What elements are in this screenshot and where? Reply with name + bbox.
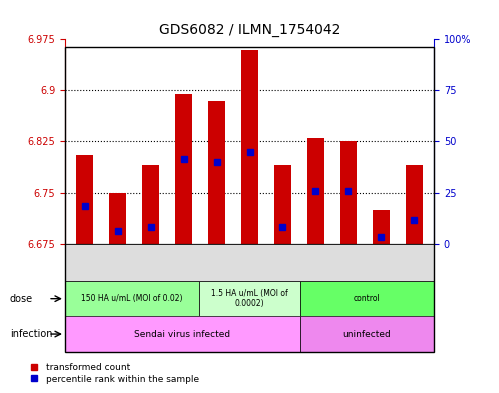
Text: GSM1642345: GSM1642345: [146, 246, 155, 297]
Text: uninfected: uninfected: [343, 330, 391, 338]
Bar: [76, 155, 93, 244]
Text: GSM1642349: GSM1642349: [410, 246, 419, 297]
Text: Sendai virus infected: Sendai virus infected: [134, 330, 231, 338]
Text: GSM1642340: GSM1642340: [80, 246, 89, 297]
Bar: [307, 138, 324, 244]
Bar: [406, 165, 423, 244]
FancyBboxPatch shape: [300, 316, 434, 352]
Bar: [274, 165, 291, 244]
Text: GSM1642343: GSM1642343: [344, 246, 353, 297]
Bar: [340, 141, 357, 244]
Title: GDS6082 / ILMN_1754042: GDS6082 / ILMN_1754042: [159, 23, 340, 37]
Bar: [208, 101, 225, 244]
Text: GSM1642347: GSM1642347: [278, 246, 287, 297]
Legend: transformed count, percentile rank within the sample: transformed count, percentile rank withi…: [29, 363, 199, 384]
Bar: [373, 209, 390, 244]
Bar: [175, 94, 192, 244]
Text: GSM1642344: GSM1642344: [245, 246, 254, 297]
Text: dose: dose: [10, 294, 33, 304]
Text: GSM1642339: GSM1642339: [212, 246, 221, 297]
Text: GSM1642341: GSM1642341: [311, 246, 320, 297]
Text: GSM1642342: GSM1642342: [113, 246, 122, 297]
Text: control: control: [354, 294, 380, 303]
FancyBboxPatch shape: [199, 281, 300, 316]
Bar: [142, 165, 159, 244]
Text: infection: infection: [10, 329, 52, 339]
FancyBboxPatch shape: [65, 316, 300, 352]
Bar: [109, 193, 126, 244]
FancyBboxPatch shape: [300, 281, 434, 316]
Text: 1.5 HA u/mL (MOI of
0.0002): 1.5 HA u/mL (MOI of 0.0002): [211, 289, 288, 309]
Bar: [241, 50, 258, 244]
Text: GSM1642346: GSM1642346: [377, 246, 386, 297]
Text: 150 HA u/mL (MOI of 0.02): 150 HA u/mL (MOI of 0.02): [81, 294, 183, 303]
Text: GSM1642348: GSM1642348: [179, 246, 188, 297]
FancyBboxPatch shape: [65, 281, 199, 316]
